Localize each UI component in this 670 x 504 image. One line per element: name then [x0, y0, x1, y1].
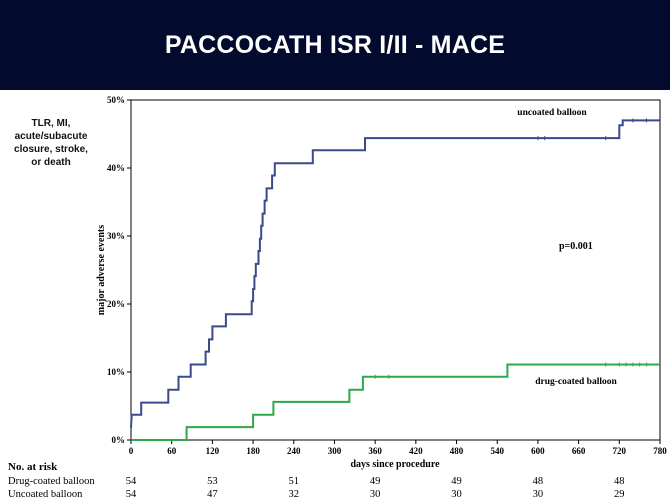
x-tick-label: 480 [450, 446, 464, 456]
risk-row-drug-coated: Drug-coated balloon 54 53 51 49 49 48 48 [0, 476, 670, 489]
risk-value: 51 [288, 476, 300, 487]
endpoint-line-2: acute/subacute [14, 131, 88, 142]
endpoint-line-1: TLR, MI, [31, 118, 71, 129]
y-tick-label: 30% [107, 231, 125, 241]
y-tick-label: 10% [107, 367, 125, 377]
risk-value: 49 [369, 476, 381, 487]
x-tick-label: 660 [572, 446, 586, 456]
x-tick-label: 360 [368, 446, 382, 456]
plot-frame [130, 99, 661, 441]
x-tick-label: 600 [531, 446, 545, 456]
p-value-annotation: p=0.001 [559, 241, 593, 252]
x-tick-label: 120 [206, 446, 220, 456]
risk-value: 54 [125, 489, 137, 500]
x-tick-label: 60 [167, 446, 177, 456]
risk-value: 48 [614, 476, 625, 487]
risk-value: 32 [288, 489, 300, 500]
y-tick-label: 50% [107, 95, 125, 105]
risk-value: 30 [532, 489, 544, 500]
risk-value: 48 [532, 476, 544, 487]
y-tick-label: 20% [107, 299, 125, 309]
curve-labels: uncoated balloon drug-coated balloon [517, 108, 617, 387]
x-tick-label: 780 [653, 446, 667, 456]
x-axis-label: days since procedure [350, 459, 440, 470]
risk-value: 49 [451, 476, 462, 487]
x-tick-label: 420 [409, 446, 423, 456]
y-axis-label: major adverse events [96, 225, 107, 315]
endpoint-definition: TLR, MI, acute/subacute closure, stroke,… [8, 117, 94, 169]
x-tick-label: 180 [246, 446, 260, 456]
risk-value: 30 [451, 489, 462, 500]
number-at-risk-table: No. at risk Drug-coated balloon 54 53 51 49 4… [0, 461, 670, 504]
y-tick-label: 40% [107, 163, 125, 173]
risk-row-uncoated: Uncoated balloon 54 47 32 30 30 30 29 [0, 489, 670, 502]
risk-value: 47 [207, 489, 218, 500]
survival-curves [130, 118, 660, 441]
x-tick-label: 300 [328, 446, 342, 456]
series-line-drug-coated [131, 363, 660, 441]
risk-value: 30 [369, 489, 381, 500]
y-axis-ticks: 0% 10% 20% 30% 40% 50% [107, 95, 131, 445]
risk-value: 29 [614, 489, 625, 500]
risk-value: 54 [125, 476, 137, 487]
series-label-drug-coated: drug-coated balloon [535, 377, 617, 387]
risk-row-label: Uncoated balloon [8, 489, 83, 500]
slide-title: PACCOCATH ISR I/II - MACE [164, 30, 506, 59]
risk-row-label: Drug-coated balloon [8, 476, 95, 487]
risk-table-title: No. at risk [8, 461, 58, 473]
x-tick-label: 0 [129, 446, 134, 456]
series-label-uncoated: uncoated balloon [517, 108, 587, 118]
series-line-uncoated [130, 119, 660, 428]
endpoint-line-4: or death [31, 157, 71, 168]
endpoint-line-3: closure, stroke, [14, 144, 88, 155]
x-axis-ticks: 0 60 120 180 240 300 360 420 480 540 600 660 720 780 [129, 440, 667, 456]
x-tick-label: 720 [613, 446, 627, 456]
chart-axes [130, 99, 661, 441]
x-tick-label: 540 [490, 446, 504, 456]
x-tick-label: 240 [287, 446, 301, 456]
risk-value: 53 [207, 476, 218, 487]
y-tick-label: 0% [112, 435, 126, 445]
title-banner: PACCOCATH ISR I/II - MACE [0, 0, 670, 90]
